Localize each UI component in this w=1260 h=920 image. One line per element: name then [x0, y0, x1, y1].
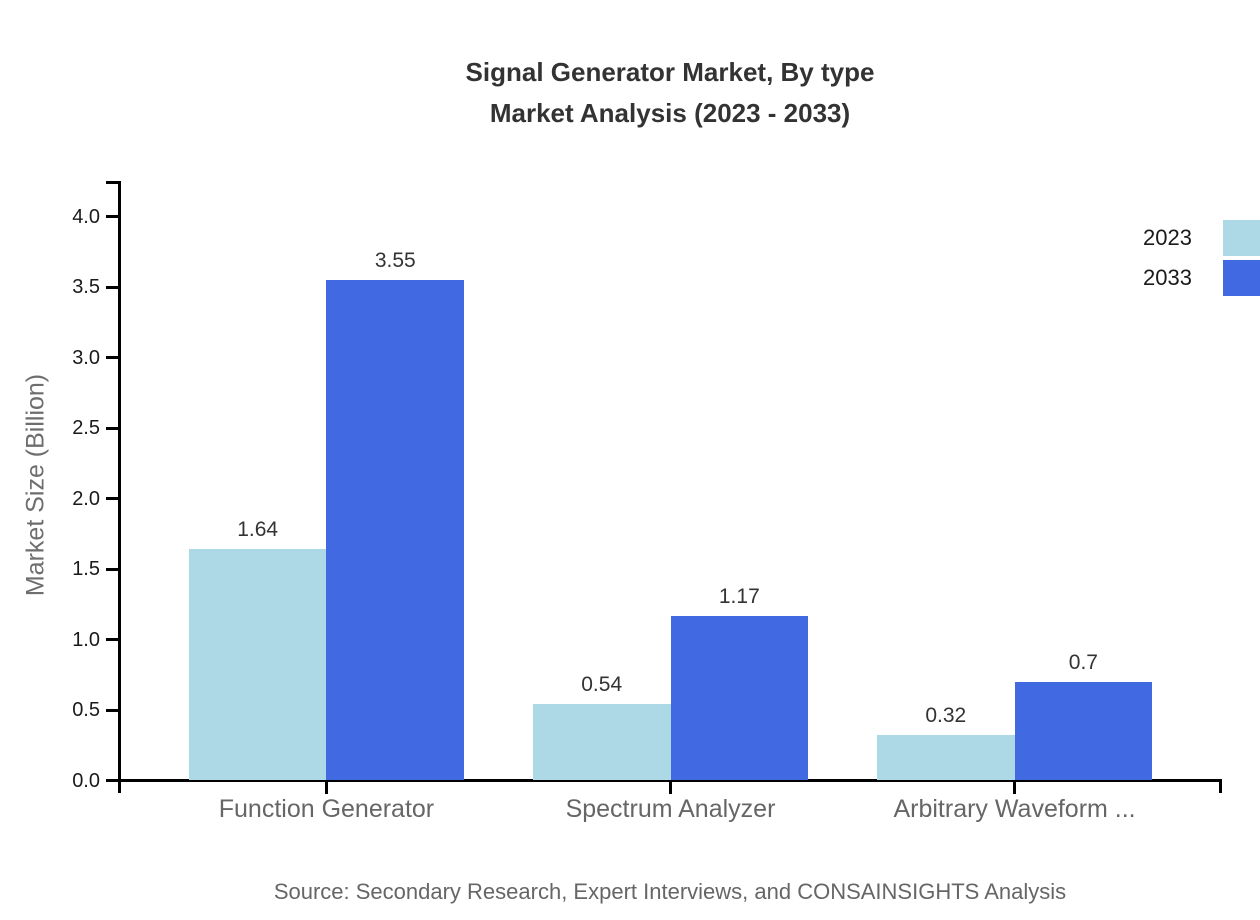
- y-tick: [106, 215, 118, 218]
- x-axis-spine: [118, 779, 1222, 782]
- y-tick-label: 2.0: [72, 487, 100, 510]
- chart-title: Signal Generator Market, By type Market …: [80, 52, 1260, 134]
- bar-value-label: 1.64: [237, 518, 279, 542]
- y-tick: [106, 779, 118, 782]
- legend-swatch-2023: [1223, 220, 1260, 256]
- category-label: Arbitrary Waveform ...: [893, 795, 1136, 823]
- category-label: Spectrum Analyzer: [565, 795, 776, 823]
- bar-value-label: 3.55: [374, 248, 416, 272]
- legend: 2023 2033: [1143, 220, 1260, 300]
- y-axis-spine: [118, 181, 121, 793]
- x-tick: [669, 782, 672, 794]
- legend-label-2023: 2023: [1143, 225, 1192, 250]
- y-tick-label: 0.5: [72, 699, 100, 721]
- bar-value-label: 0.32: [925, 704, 967, 728]
- y-tick-label: 1.5: [72, 558, 100, 580]
- bar-value-label: 1.17: [718, 584, 760, 608]
- bar-2033: [1014, 681, 1153, 781]
- y-tick: [106, 356, 118, 359]
- y-tick: [106, 285, 118, 289]
- legend-swatch-2033: [1223, 260, 1260, 296]
- y-tick-label: 3.0: [72, 346, 100, 369]
- chart-title-line1: Signal Generator Market, By type: [465, 57, 875, 87]
- bar-2023: [188, 549, 327, 781]
- bar-2023: [876, 735, 1015, 781]
- x-tick: [1013, 782, 1017, 794]
- chart-title-line2: Market Analysis (2023 - 2033): [489, 98, 851, 128]
- bar-value-label: 0.7: [1068, 650, 1098, 674]
- bar-2023: [532, 704, 671, 781]
- y-tick: [106, 708, 118, 712]
- x-axis-end-cap: [1219, 779, 1222, 793]
- y-axis-top-cap: [106, 181, 121, 184]
- bar-2033: [326, 279, 465, 781]
- y-tick-label: 0.0: [72, 769, 100, 792]
- y-tick: [106, 497, 118, 500]
- source-note: Source: Secondary Research, Expert Inter…: [273, 879, 1067, 904]
- y-tick-label: 4.0: [72, 205, 100, 228]
- bar-2033: [670, 615, 809, 781]
- y-tick-label: 3.5: [72, 276, 100, 298]
- y-tick: [106, 567, 118, 571]
- legend-row: 2023: [1143, 220, 1260, 256]
- category-label: Function Generator: [218, 795, 435, 823]
- y-tick: [106, 426, 118, 430]
- y-tick: [106, 638, 118, 641]
- bar-value-label: 0.54: [581, 673, 623, 697]
- y-tick-label: 2.5: [72, 417, 100, 439]
- y-tick-label: 1.0: [72, 628, 100, 651]
- legend-row: 2033: [1143, 260, 1260, 296]
- x-tick: [324, 782, 328, 794]
- legend-label-2033: 2033: [1143, 265, 1192, 290]
